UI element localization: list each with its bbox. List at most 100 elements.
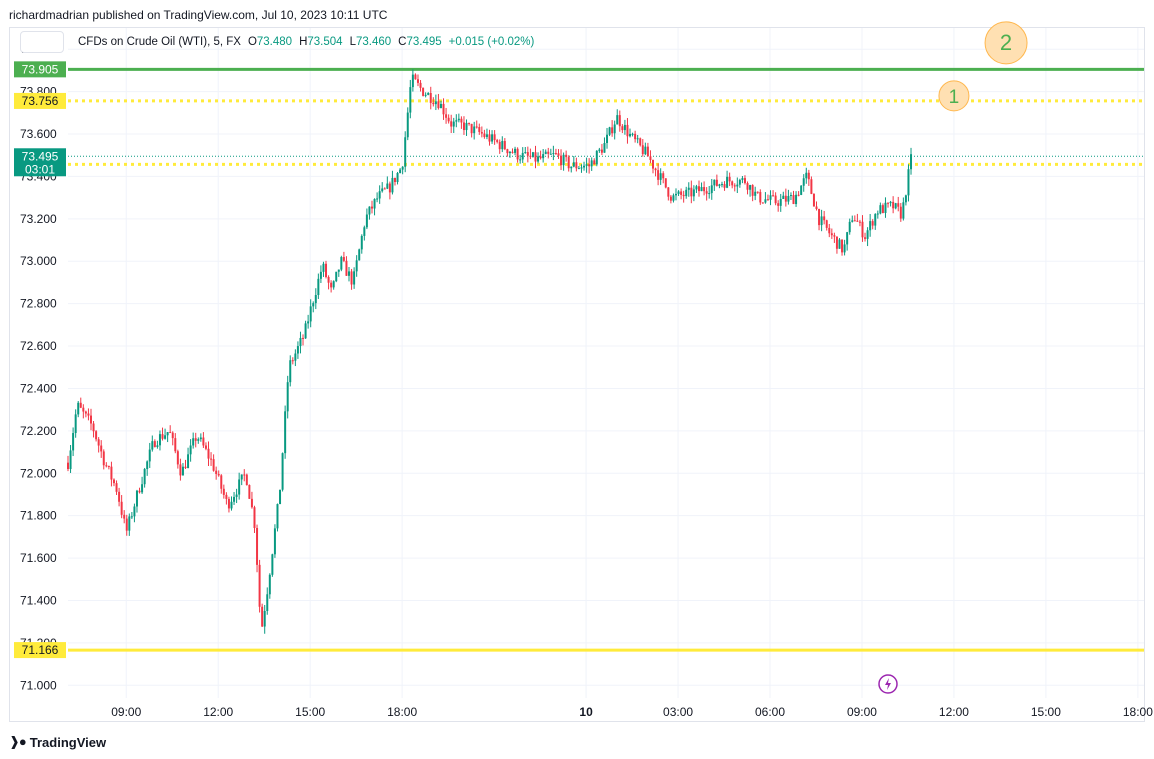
candle-body bbox=[74, 414, 77, 434]
candle-body bbox=[636, 138, 639, 140]
level-badge-label: 73.756 bbox=[22, 94, 59, 108]
chart-frame bbox=[9, 27, 1145, 722]
candle-body bbox=[779, 198, 782, 206]
candle-body bbox=[534, 152, 537, 162]
candle-body bbox=[462, 122, 465, 131]
candle-body bbox=[422, 87, 425, 96]
candle-body bbox=[792, 195, 795, 205]
candle-body bbox=[616, 115, 619, 125]
candle-body bbox=[87, 413, 90, 416]
level-badge-label: 73.905 bbox=[22, 62, 59, 76]
candle-body bbox=[613, 124, 616, 134]
symbol-logo-box[interactable] bbox=[20, 31, 64, 53]
candle-body bbox=[731, 181, 734, 186]
change-value: +0.015 (+0.02%) bbox=[448, 36, 535, 48]
candle-body bbox=[161, 434, 164, 439]
marker-circle bbox=[938, 80, 970, 112]
candle-body bbox=[309, 306, 312, 322]
candle-body bbox=[815, 206, 818, 210]
candle-body bbox=[158, 434, 161, 446]
candle-body bbox=[552, 153, 555, 155]
candle-body bbox=[677, 191, 680, 194]
candle-body bbox=[529, 155, 532, 157]
candle-body bbox=[256, 527, 259, 565]
candle-body bbox=[156, 445, 159, 447]
candle-body bbox=[215, 470, 218, 474]
x-tick-label: 03:00 bbox=[663, 705, 693, 719]
candle-body bbox=[250, 498, 253, 508]
candle-body bbox=[519, 159, 522, 161]
candle-body bbox=[238, 479, 241, 495]
candle-body bbox=[164, 435, 167, 439]
candle-body bbox=[866, 230, 869, 239]
candle-body bbox=[217, 473, 220, 476]
candle-body bbox=[77, 402, 80, 415]
candle-body bbox=[79, 402, 82, 408]
candle-body bbox=[100, 445, 103, 452]
candle-body bbox=[887, 202, 890, 204]
candle-body bbox=[876, 213, 879, 215]
candle-body bbox=[261, 606, 264, 627]
candle-body bbox=[166, 432, 169, 436]
candle-body bbox=[754, 191, 757, 196]
candle-body bbox=[547, 151, 550, 154]
candle-body bbox=[841, 239, 844, 253]
candle-body bbox=[600, 149, 603, 153]
candle-body bbox=[314, 295, 317, 304]
candle-body bbox=[284, 411, 287, 454]
candle-body bbox=[766, 199, 769, 201]
candle-body bbox=[457, 118, 460, 121]
candle-body bbox=[894, 203, 897, 209]
horizontal-lines bbox=[68, 67, 1144, 652]
candle-body bbox=[521, 152, 524, 160]
candle-body bbox=[69, 450, 72, 470]
candle-body bbox=[774, 195, 777, 204]
candle-body bbox=[848, 221, 851, 233]
candle-body bbox=[838, 239, 841, 249]
candle-body bbox=[399, 169, 402, 174]
candle-body bbox=[439, 103, 442, 109]
candle-body bbox=[123, 514, 126, 519]
candle-body bbox=[664, 178, 667, 188]
candle-body bbox=[363, 227, 366, 236]
x-tick-label: 10 bbox=[579, 705, 593, 719]
candle-body bbox=[856, 220, 859, 222]
candle-body bbox=[851, 220, 854, 222]
candle-body bbox=[112, 479, 115, 484]
candle-body bbox=[427, 93, 430, 95]
candle-body bbox=[713, 179, 716, 186]
candle-body bbox=[506, 149, 509, 154]
candle-body bbox=[703, 187, 706, 192]
candle-body bbox=[910, 154, 913, 170]
candle-body bbox=[445, 114, 448, 118]
candle-body bbox=[756, 191, 759, 193]
chart-grid bbox=[68, 28, 1144, 698]
candle-body bbox=[171, 432, 174, 439]
candle-body bbox=[235, 494, 238, 497]
candle-body bbox=[373, 199, 376, 209]
candle-body bbox=[95, 431, 98, 440]
countdown-label: 03:01 bbox=[25, 162, 55, 176]
y-tick-label: 71.800 bbox=[20, 509, 57, 523]
candle-body bbox=[279, 489, 282, 505]
candle-body bbox=[800, 185, 803, 195]
tradingview-brand[interactable]: ❱● TradingView bbox=[9, 734, 106, 750]
candle-body bbox=[210, 458, 213, 460]
x-tick-label: 18:00 bbox=[1123, 705, 1153, 719]
y-tick-label: 73.000 bbox=[20, 254, 57, 268]
candle-body bbox=[199, 437, 202, 440]
candle-body bbox=[319, 271, 322, 279]
candle-body bbox=[560, 155, 563, 166]
candle-body bbox=[240, 474, 243, 480]
candle-body bbox=[631, 133, 634, 135]
candle-body bbox=[611, 127, 614, 134]
candle-body bbox=[184, 466, 187, 469]
x-tick-label: 15:00 bbox=[295, 705, 325, 719]
x-tick-label: 18:00 bbox=[387, 705, 417, 719]
candle-body bbox=[391, 177, 394, 193]
low-value: 73.460 bbox=[355, 36, 392, 48]
candle-body bbox=[345, 260, 348, 276]
candle-body bbox=[358, 249, 361, 261]
x-tick-label: 09:00 bbox=[111, 705, 141, 719]
